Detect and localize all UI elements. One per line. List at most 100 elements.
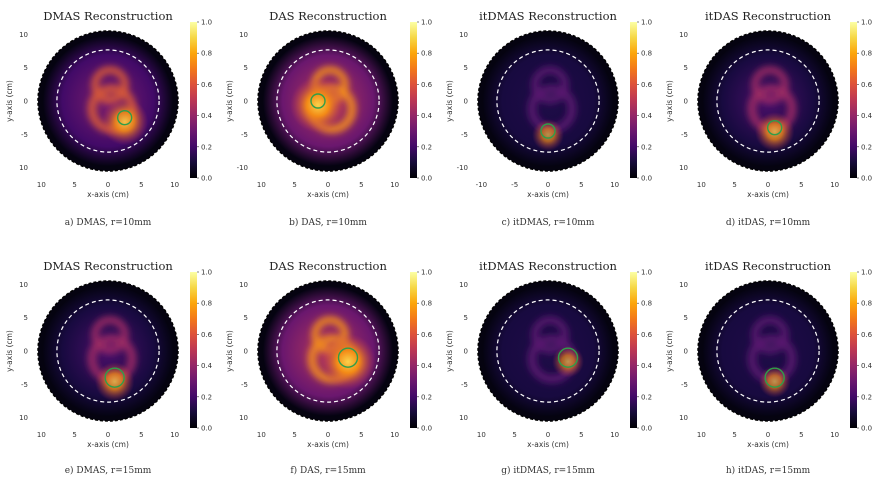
y-tick-label: 5 xyxy=(684,64,688,72)
x-axis-label: x-axis (cm) xyxy=(747,190,789,199)
x-tick-label: 5 xyxy=(732,431,736,439)
x-tick-label: 5 xyxy=(732,181,736,189)
y-tick-label: -5 xyxy=(461,131,468,139)
target-circle xyxy=(104,367,125,388)
colorbar-tick-label: 1.0 xyxy=(421,19,432,27)
x-tick-label: -5 xyxy=(511,181,518,189)
dashed-roi-circle xyxy=(716,299,820,403)
x-tick-label: 5 xyxy=(72,181,76,189)
colorbar-tick-label: 0.0 xyxy=(641,425,652,433)
figure-panel: DAS Reconstruction 10 5 0 5 10 10 5 0 -5 -10 x-axis… xyxy=(220,0,440,241)
colorbar xyxy=(850,272,857,428)
colorbar-tick-label: 0.6 xyxy=(861,81,873,89)
colorbar-tick-label: 0.4 xyxy=(641,112,653,120)
y-axis-label: y-axis (cm) xyxy=(665,80,674,122)
colorbar-tick-label: 1.0 xyxy=(201,19,212,27)
x-tick-label: 10 xyxy=(37,181,46,189)
dashed-roi-circle xyxy=(56,299,160,403)
panel-title: itDMAS Reconstruction xyxy=(479,259,617,273)
colorbar-tick-label: 0.8 xyxy=(201,300,212,308)
colorbar-tick-label: 0.0 xyxy=(201,425,212,433)
heatmap-plot: itDAS Reconstruction 10 5 0 5 10 10 5 0 -5 10 x-axi… xyxy=(665,259,873,449)
y-axis-label: y-axis (cm) xyxy=(225,80,234,122)
colorbar-tick-label: 0.2 xyxy=(641,143,652,151)
panel-caption: h) itDAS, r=15mm xyxy=(725,466,811,476)
y-tick-label: 5 xyxy=(464,314,468,322)
colorbar-tick-label: 0.6 xyxy=(421,331,433,339)
x-tick-label: 0 xyxy=(106,431,110,439)
y-tick-label: 0 xyxy=(244,98,248,106)
colorbar-tick-label: 0.4 xyxy=(861,112,873,120)
dashed-roi-circle xyxy=(56,49,160,153)
y-tick-label: -5 xyxy=(241,381,248,389)
x-tick-label: 0 xyxy=(766,181,770,189)
y-tick-label: 0 xyxy=(24,348,28,356)
y-tick-label: -5 xyxy=(681,131,688,139)
y-tick-label: -5 xyxy=(241,131,248,139)
colorbar-tick-label: 0.4 xyxy=(421,362,433,370)
colorbar-tick-label: 0.2 xyxy=(201,143,212,151)
colorbar-tick-label: 0.8 xyxy=(861,50,872,58)
y-tick-label: 0 xyxy=(24,98,28,106)
target-circle xyxy=(764,367,785,388)
x-tick-label: 10 xyxy=(257,431,266,439)
colorbar-tick-label: 0.0 xyxy=(861,425,872,433)
colorbar-tick-label: 0.2 xyxy=(421,143,432,151)
y-tick-label: 10 xyxy=(19,31,28,39)
colorbar-tick-label: 0.0 xyxy=(641,175,652,183)
y-tick-label: -5 xyxy=(681,381,688,389)
colorbar-tick-label: 1.0 xyxy=(641,269,652,277)
target-circle xyxy=(116,109,133,126)
colorbar-tick-label: 0.2 xyxy=(641,393,652,401)
figure-panel: itDMAS Reconstruction 10 5 0 5 10 10 5 0 -5 10 x-ax… xyxy=(440,250,660,491)
x-tick-label: 5 xyxy=(799,181,803,189)
y-tick-label: 10 xyxy=(19,164,28,172)
x-tick-label: 10 xyxy=(170,431,179,439)
panel-title: itDMAS Reconstruction xyxy=(479,9,617,23)
colorbar-tick-label: 0.8 xyxy=(421,300,432,308)
y-tick-label: 10 xyxy=(459,31,468,39)
x-tick-label: 0 xyxy=(326,431,330,439)
x-tick-label: 10 xyxy=(697,181,706,189)
x-tick-label: 10 xyxy=(477,431,486,439)
target-circle xyxy=(557,347,579,368)
y-axis-label: y-axis (cm) xyxy=(665,330,674,372)
x-tick-label: 10 xyxy=(610,181,619,189)
panel-caption: c) itDMAS, r=10mm xyxy=(501,218,595,228)
x-tick-label: 5 xyxy=(579,181,583,189)
x-tick-label: -10 xyxy=(476,181,487,189)
colorbar-tick-label: 0.6 xyxy=(201,331,213,339)
colorbar-tick-label: 0.8 xyxy=(421,50,432,58)
colorbar-tick-label: 0.0 xyxy=(861,175,872,183)
colorbar-tick-label: 0.0 xyxy=(421,425,432,433)
heatmap-plot: itDAS Reconstruction 10 5 0 5 10 10 5 0 -5 10 x-axi… xyxy=(665,9,873,199)
dashed-roi-circle xyxy=(496,299,600,403)
colorbar-tick-label: 0.6 xyxy=(421,81,433,89)
y-tick-label: -5 xyxy=(21,381,28,389)
figure-panel: itDMAS Reconstruction -10 -5 0 5 10 10 5 0 -5 -10 x… xyxy=(440,0,660,241)
colorbar-tick-label: 0.4 xyxy=(201,112,213,120)
colorbar xyxy=(850,22,857,178)
colorbar-tick-label: 0.2 xyxy=(421,393,432,401)
heatmap-plot: DAS Reconstruction 10 5 0 5 10 10 5 0 -5 -10 x-axis… xyxy=(225,9,433,199)
y-tick-label: 10 xyxy=(459,414,468,422)
y-tick-label: 0 xyxy=(464,348,468,356)
x-tick-label: 10 xyxy=(830,431,839,439)
colorbar-tick-label: 1.0 xyxy=(641,19,652,27)
x-tick-label: 0 xyxy=(766,431,770,439)
x-tick-label: 5 xyxy=(292,181,296,189)
y-tick-label: 0 xyxy=(684,98,688,106)
dashed-roi-circle xyxy=(276,49,380,153)
y-tick-label: 5 xyxy=(464,64,468,72)
x-tick-label: 5 xyxy=(359,431,363,439)
colorbar-tick-label: 1.0 xyxy=(201,269,212,277)
y-tick-label: 10 xyxy=(19,414,28,422)
panel-title: itDAS Reconstruction xyxy=(705,259,832,273)
target-circle xyxy=(766,119,783,136)
x-tick-label: 10 xyxy=(390,431,399,439)
y-tick-label: 5 xyxy=(244,64,248,72)
x-tick-label: 0 xyxy=(546,181,550,189)
colorbar-tick-label: 0.4 xyxy=(201,362,213,370)
figure-panel: DMAS Reconstruction 10 5 0 5 10 10 5 0 -5 10 x-axis… xyxy=(0,0,220,241)
y-tick-label: 10 xyxy=(239,31,248,39)
